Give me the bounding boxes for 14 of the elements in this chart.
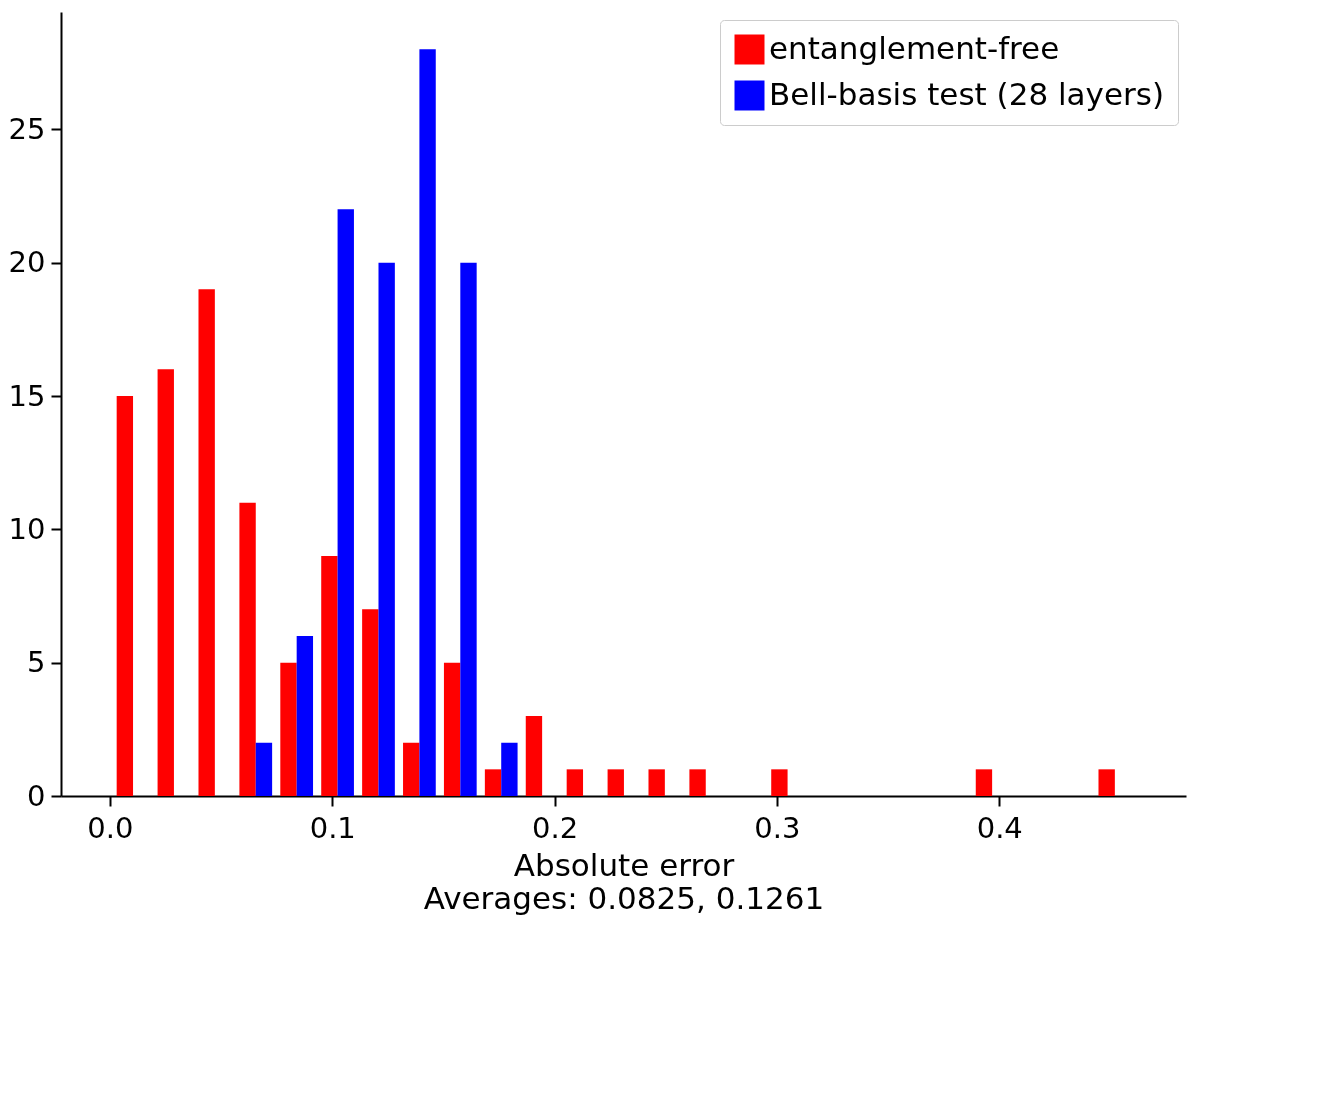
x-tick-label: 0.4: [976, 810, 1023, 845]
x-tick-label: 0.0: [87, 810, 134, 845]
y-tick-label: 15: [8, 378, 46, 413]
y-tick-label: 5: [27, 645, 46, 680]
y-tick-label: 25: [8, 111, 46, 146]
y-tick-label: 10: [8, 511, 46, 546]
y-tick-label: 0: [27, 778, 46, 813]
legend-label: entanglement-free: [769, 29, 1060, 66]
y-tick-label: 20: [8, 245, 46, 280]
x-axis-title: Absolute error Averages: 0.0825, 0.1261: [423, 846, 825, 916]
x-tick-label: 0.2: [532, 810, 579, 845]
x-tick-label: 0.1: [309, 810, 356, 845]
legend-label: Bell-basis test (28 layers): [769, 75, 1164, 112]
x-tick-label: 0.3: [754, 810, 801, 845]
